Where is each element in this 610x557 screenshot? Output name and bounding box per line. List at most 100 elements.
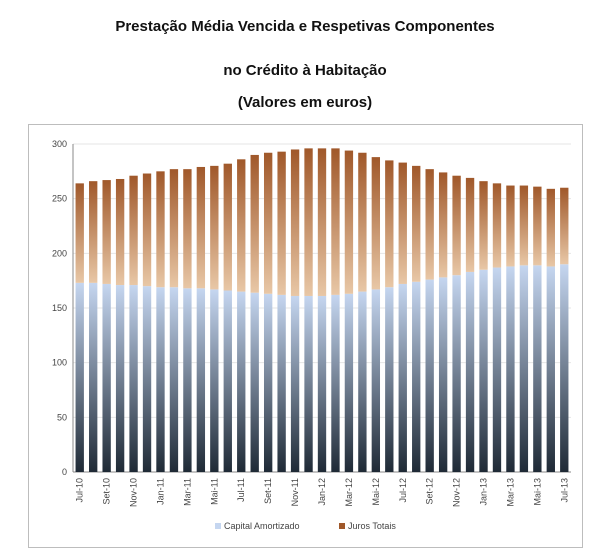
bar-juros-totais	[398, 162, 407, 284]
bar-capital-amortizado	[223, 290, 232, 472]
y-tick-label: 250	[52, 194, 67, 204]
bar-capital-amortizado	[290, 295, 300, 472]
x-tick-label: Jan-12	[317, 478, 327, 506]
bar-capital-amortizado	[371, 289, 381, 472]
y-tick-label: 300	[52, 139, 67, 149]
bar-juros-totais	[263, 152, 273, 294]
bar-juros-totais	[196, 166, 206, 289]
x-tick-label: Mar-13	[505, 478, 515, 507]
bar-juros-totais	[492, 183, 502, 268]
legend-label-capital: Capital Amortizado	[224, 521, 300, 531]
bar-capital-amortizado	[237, 291, 246, 472]
bar-juros-totais	[331, 148, 340, 295]
bar-capital-amortizado	[89, 282, 98, 472]
bar-capital-amortizado	[317, 295, 327, 472]
x-tick-label: Jan-11	[155, 478, 165, 505]
bar-capital-amortizado	[533, 265, 542, 472]
x-tick-label: Set-10	[102, 478, 112, 505]
bar-juros-totais	[519, 185, 529, 266]
bar-capital-amortizado	[519, 265, 529, 472]
bar-capital-amortizado	[210, 289, 219, 472]
bar-capital-amortizado	[263, 293, 273, 472]
bar-capital-amortizado	[479, 269, 488, 472]
bar-capital-amortizado	[277, 294, 286, 472]
bar-juros-totais	[344, 150, 354, 294]
bar-juros-totais	[223, 163, 232, 291]
legend-label-juros: Juros Totais	[348, 521, 396, 531]
bar-capital-amortizado	[331, 294, 340, 472]
x-tick-label: Mai-11	[209, 478, 219, 505]
bar-juros-totais	[290, 149, 300, 296]
bar-juros-totais	[546, 188, 555, 267]
bar-juros-totais	[169, 169, 179, 288]
bar-capital-amortizado	[412, 281, 421, 472]
stacked-bar-chart: 0 50 100 150 200 250 300 Jul-10 Set-10 Nov-10 Jan-…	[52, 139, 571, 531]
x-tick-label: Mai-13	[532, 478, 542, 506]
y-tick-label: 100	[52, 358, 67, 368]
x-tick-label: Jul-12	[398, 478, 408, 503]
bar-capital-amortizado	[344, 293, 354, 472]
y-tick-label: 50	[57, 412, 67, 422]
legend-swatch-juros	[339, 523, 345, 529]
bar-capital-amortizado	[506, 266, 515, 472]
bar-capital-amortizado	[438, 277, 448, 472]
bar-juros-totais	[506, 185, 515, 267]
bar-juros-totais	[183, 169, 192, 289]
bar-capital-amortizado	[398, 283, 407, 472]
bar-capital-amortizado	[492, 267, 502, 472]
x-tick-label: Jul-13	[559, 478, 569, 503]
bar-juros-totais	[129, 175, 138, 286]
bar-juros-totais	[438, 172, 448, 278]
bar-juros-totais	[479, 181, 488, 270]
bar-capital-amortizado	[358, 291, 367, 472]
bar-capital-amortizado	[183, 288, 192, 472]
chart-title-line-1: Prestação Média Vencida e Respetivas Com…	[115, 18, 495, 35]
bar-juros-totais	[250, 154, 259, 293]
bar-juros-totais	[237, 159, 246, 292]
chart-title-line-2: no Crédito à Habitação	[223, 62, 387, 79]
bar-capital-amortizado	[102, 283, 111, 472]
x-tick-label: Mar-12	[344, 478, 354, 507]
bar-capital-amortizado	[169, 287, 179, 472]
bar-juros-totais	[533, 186, 542, 266]
bar-capital-amortizado	[75, 282, 84, 472]
x-tick-label: Mai-12	[371, 478, 381, 506]
bar-juros-totais	[465, 177, 475, 272]
x-tick-label: Nov-11	[290, 478, 300, 506]
bar-juros-totais	[560, 187, 569, 265]
x-tick-label: Jan-13	[479, 478, 489, 506]
x-tick-label: Set-12	[425, 478, 435, 505]
bar-juros-totais	[317, 148, 327, 296]
bar-capital-amortizado	[546, 266, 555, 472]
bar-capital-amortizado	[142, 286, 152, 472]
bar-juros-totais	[412, 165, 421, 282]
bar-juros-totais	[102, 180, 111, 284]
bar-juros-totais	[358, 152, 367, 292]
y-tick-label: 200	[52, 248, 67, 258]
bar-juros-totais	[156, 171, 165, 288]
bar-capital-amortizado	[250, 292, 259, 472]
bar-juros-totais	[210, 165, 219, 290]
bar-juros-totais	[89, 181, 98, 283]
bar-capital-amortizado	[385, 287, 394, 472]
y-tick-label: 0	[62, 467, 67, 477]
bar-juros-totais	[371, 157, 381, 290]
bar-juros-totais	[385, 160, 394, 288]
bar-capital-amortizado	[452, 275, 461, 472]
bar-capital-amortizado	[115, 285, 125, 472]
bar-capital-amortizado	[196, 288, 206, 472]
x-tick-label: Set-11	[263, 478, 273, 504]
bar-capital-amortizado	[304, 295, 313, 472]
bar-juros-totais	[452, 175, 461, 276]
x-tick-label: Jul-11	[236, 478, 246, 502]
bar-juros-totais	[75, 183, 84, 283]
bar-juros-totais	[425, 169, 434, 280]
chart-title-line-3: (Valores em euros)	[237, 94, 373, 111]
bar-capital-amortizado	[465, 271, 475, 472]
bar-capital-amortizado	[156, 287, 165, 472]
x-tick-label: Nov-12	[452, 478, 462, 507]
x-tick-label: Nov-10	[129, 478, 139, 507]
bar-capital-amortizado	[425, 279, 434, 472]
bar-capital-amortizado	[129, 285, 138, 472]
bar-juros-totais	[277, 151, 286, 295]
